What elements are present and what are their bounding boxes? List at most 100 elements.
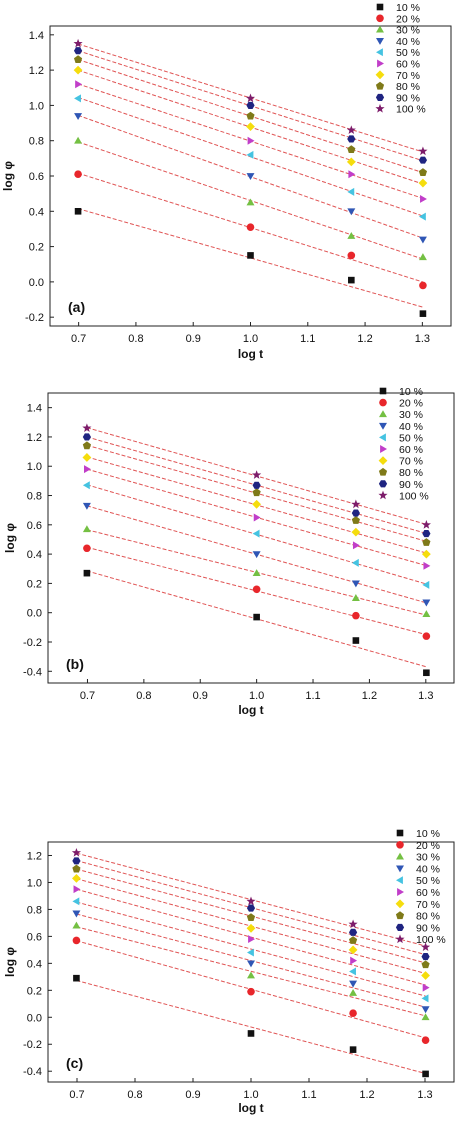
y-tick-label: -0.2 (23, 1039, 42, 1051)
data-point (246, 101, 255, 109)
data-point (418, 253, 427, 261)
x-tick-label: 1.2 (357, 333, 372, 345)
data-point (349, 1046, 357, 1053)
legend-marker (375, 81, 385, 90)
legend-marker (378, 456, 388, 465)
legend-label: 50 % (396, 47, 420, 59)
data-point (421, 1013, 430, 1021)
data-point (74, 207, 82, 215)
data-point (348, 936, 358, 944)
legend-marker (376, 38, 384, 45)
data-point (247, 136, 255, 145)
y-tick-label: 0.2 (27, 578, 42, 590)
data-point (347, 232, 356, 239)
data-point (349, 1009, 357, 1018)
data-point (246, 896, 256, 906)
legend-label: 70 % (399, 456, 423, 468)
data-point (84, 465, 91, 474)
legend-label: 20 % (416, 840, 440, 852)
legend-marker (378, 490, 388, 500)
legend-marker (375, 93, 385, 101)
data-point (418, 212, 426, 221)
data-point (247, 948, 254, 957)
data-point (346, 125, 356, 134)
legend-label: 60 % (416, 887, 440, 899)
legend-label: 10 % (396, 2, 420, 14)
data-point (421, 994, 429, 1003)
data-point (421, 960, 430, 969)
data-point (246, 223, 255, 231)
x-tick-label: 0.7 (69, 1089, 84, 1101)
data-point (352, 637, 360, 644)
data-point (421, 971, 430, 980)
data-point (350, 956, 358, 965)
legend-marker (397, 888, 404, 896)
legend-marker (379, 422, 387, 430)
x-tick-label: 0.9 (186, 333, 201, 345)
y-tick-label: -0.2 (25, 312, 44, 324)
data-point (419, 310, 427, 317)
x-tick-label: 1.0 (249, 690, 264, 702)
legend-marker (395, 923, 405, 931)
data-point (351, 527, 361, 537)
x-tick-label: 1.2 (362, 690, 377, 702)
y-tick-label: 0.2 (29, 242, 44, 254)
legend-label: 40 % (399, 421, 423, 433)
panel-label: (c) (66, 1055, 83, 1071)
x-tick-label: 1.1 (305, 690, 320, 702)
data-point (418, 178, 428, 188)
y-tick-label: 0.8 (27, 491, 42, 503)
legend-marker (396, 876, 403, 885)
data-point (247, 987, 255, 996)
data-point (420, 194, 427, 203)
x-tick-label: 1.1 (301, 1089, 316, 1101)
y-tick-label: 0.4 (27, 549, 42, 561)
panel-label: (b) (66, 656, 84, 672)
x-tick-label: 1.1 (300, 333, 315, 345)
data-point (252, 499, 262, 509)
data-point (248, 935, 255, 944)
legend-marker (376, 14, 384, 23)
legend-label: 100 % (396, 104, 426, 116)
x-tick-label: 0.8 (128, 333, 143, 345)
data-point (347, 208, 356, 216)
data-point (351, 516, 360, 524)
x-tick-label: 1.3 (418, 690, 433, 702)
legend-marker (377, 59, 384, 68)
x-tick-label: 1.3 (415, 333, 430, 345)
legend-marker (379, 410, 387, 418)
legend-label: 20 % (396, 13, 420, 25)
data-point (71, 847, 81, 857)
data-point (421, 942, 431, 952)
legend-label: 70 % (416, 899, 440, 911)
data-point (422, 538, 431, 546)
data-point (82, 502, 91, 510)
legend-label: 90 % (416, 922, 440, 934)
y-tick-label: 0.0 (27, 1012, 42, 1024)
data-point (421, 520, 431, 529)
plot-frame (47, 392, 455, 684)
x-axis-title: log t (238, 703, 263, 717)
legend-label: 80 % (416, 911, 440, 923)
data-point (74, 136, 83, 144)
legend-label: 30 % (396, 25, 420, 37)
x-tick-label: 1.2 (359, 1089, 374, 1101)
legend-marker (379, 433, 386, 442)
legend-marker (396, 829, 404, 837)
legend-label: 60 % (399, 444, 423, 456)
fit-line-50pct (76, 901, 426, 997)
data-point (348, 945, 358, 955)
legend-label: 10 % (416, 828, 440, 840)
y-tick-label: 0.8 (27, 904, 42, 916)
legend-marker (378, 480, 388, 488)
y-tick-label: 1.2 (29, 65, 44, 77)
data-point (246, 198, 255, 206)
data-point (247, 960, 255, 968)
data-point (349, 980, 358, 988)
legend-marker (378, 467, 388, 476)
y-tick-label: -0.4 (23, 1066, 42, 1078)
data-point (422, 580, 430, 589)
data-point (247, 252, 254, 259)
y-tick-label: 0.8 (29, 136, 44, 148)
y-tick-label: 0.4 (29, 206, 44, 218)
